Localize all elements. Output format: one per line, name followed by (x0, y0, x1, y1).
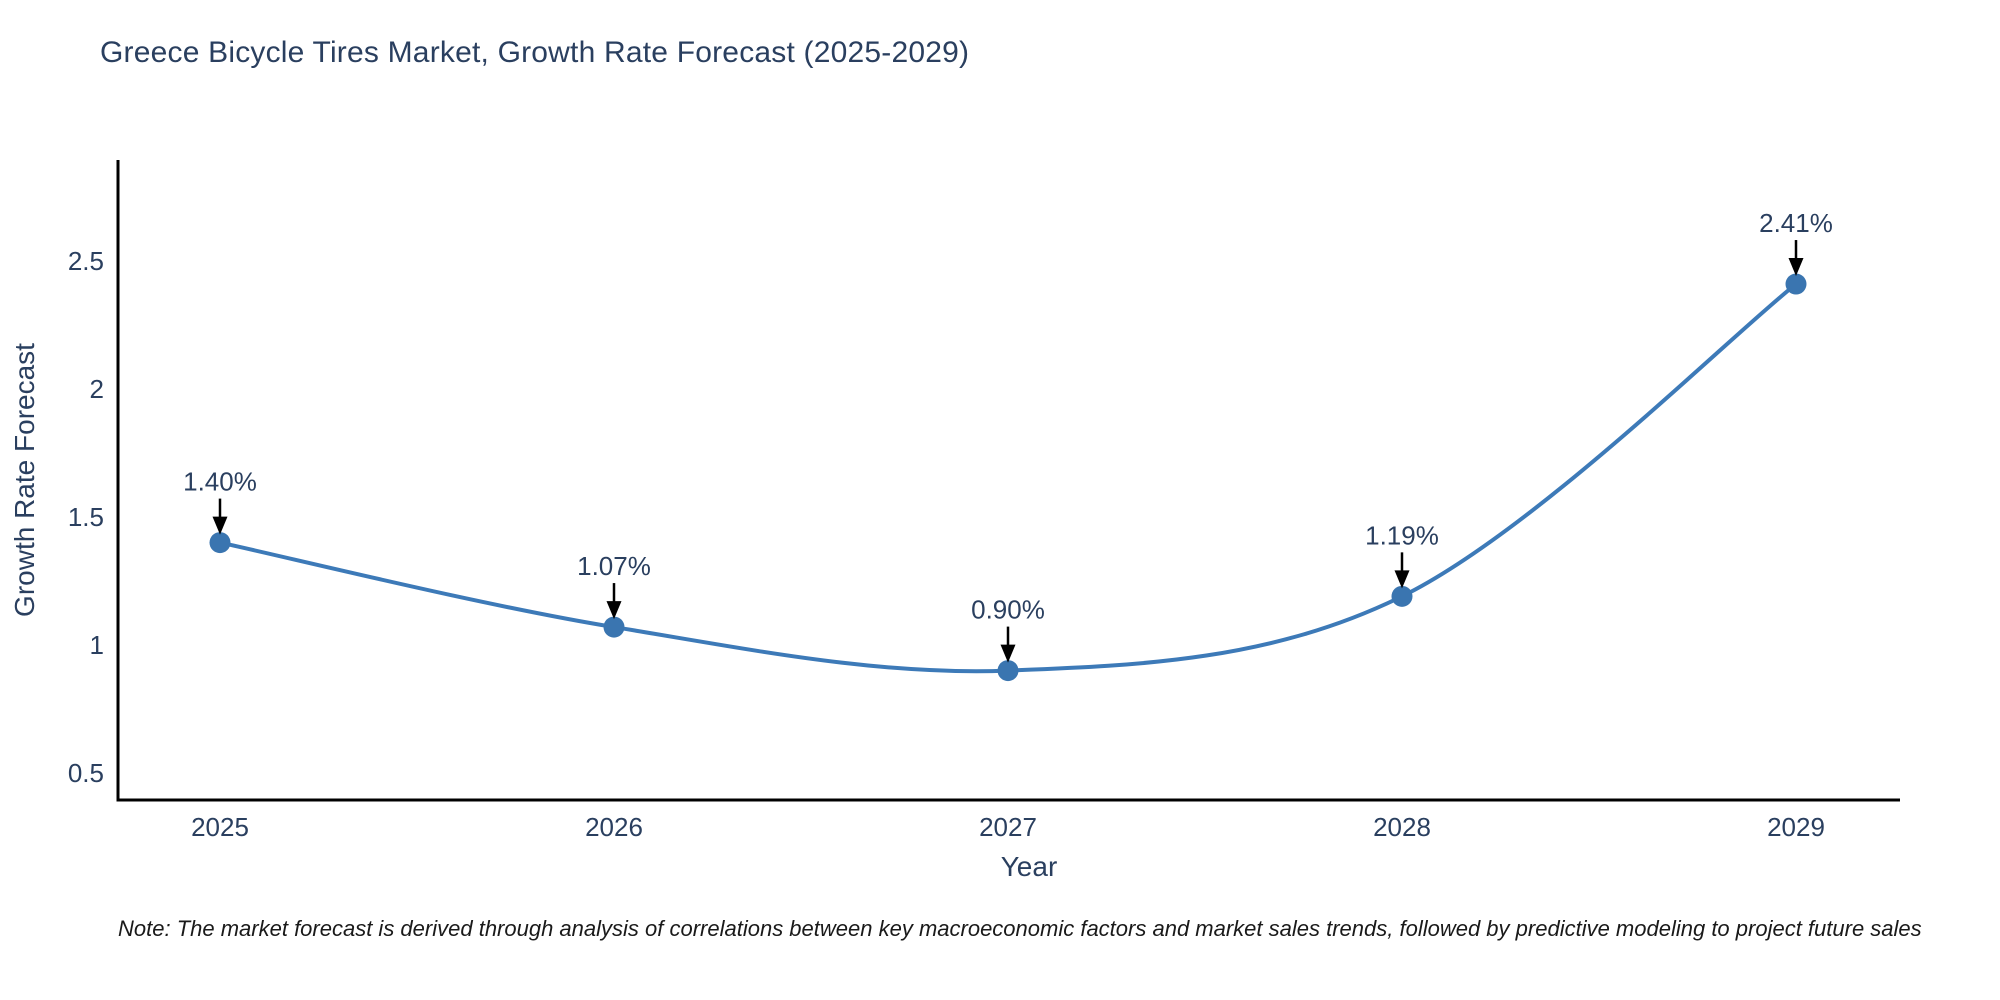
x-tick-label: 2026 (585, 812, 643, 842)
annotation-arrowhead-icon (1000, 644, 1016, 663)
annotation-arrowhead-icon (606, 601, 622, 620)
y-tick-label: 2.5 (68, 246, 104, 276)
x-tick-label: 2028 (1373, 812, 1431, 842)
point-value-label: 1.19% (1365, 520, 1439, 550)
data-point-2028[interactable] (1391, 585, 1413, 607)
y-tick-label: 2 (90, 374, 104, 404)
data-point-2029[interactable] (1785, 273, 1807, 295)
y-tick-label: 1.5 (68, 502, 104, 532)
y-tick-label: 0.5 (68, 758, 104, 788)
annotation-arrowhead-icon (212, 516, 228, 535)
data-point-2025[interactable] (209, 532, 231, 554)
data-point-2027[interactable] (997, 660, 1019, 682)
y-tick-label: 1 (90, 630, 104, 660)
annotation-arrowhead-icon (1394, 570, 1410, 589)
x-axis-title: Year (1001, 851, 1058, 882)
point-value-label: 1.07% (577, 551, 651, 581)
y-axis-title: Growth Rate Forecast (9, 343, 40, 617)
point-value-label: 2.41% (1759, 208, 1833, 238)
x-tick-label: 2027 (979, 812, 1037, 842)
annotation-arrowhead-icon (1788, 258, 1804, 277)
point-value-label: 1.40% (183, 467, 257, 497)
forecast-note: Note: The market forecast is derived thr… (118, 916, 1922, 941)
x-tick-label: 2029 (1767, 812, 1825, 842)
x-tick-label: 2025 (191, 812, 249, 842)
point-value-label: 0.90% (971, 595, 1045, 625)
chart-title: Greece Bicycle Tires Market, Growth Rate… (100, 36, 970, 69)
data-point-2026[interactable] (603, 616, 625, 638)
